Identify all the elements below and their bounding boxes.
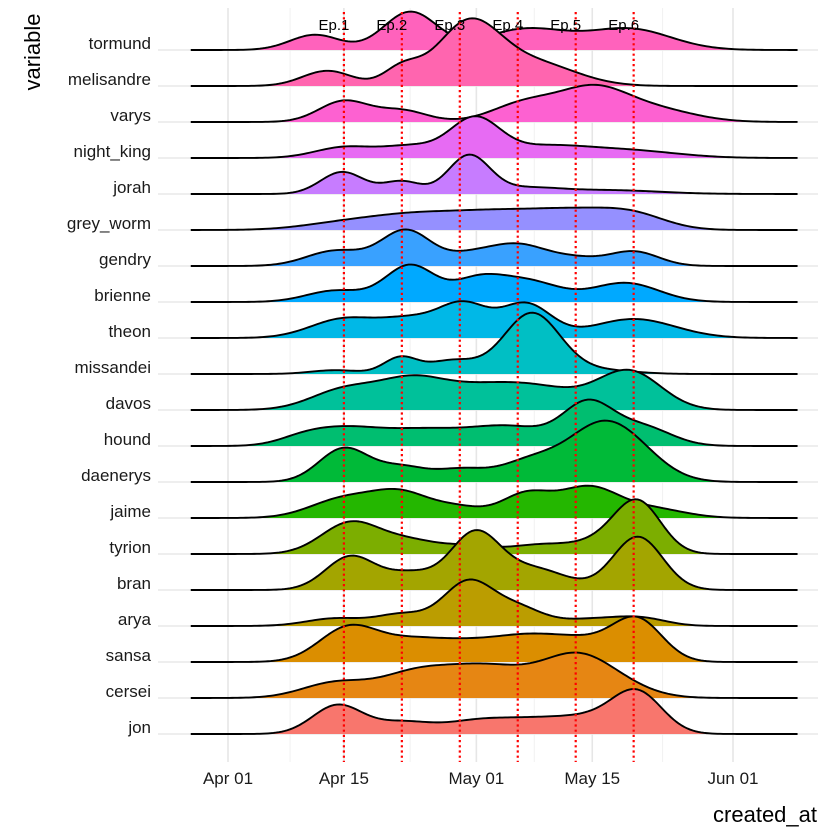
y-tick-brienne: brienne bbox=[94, 286, 151, 305]
y-tick-daenerys: daenerys bbox=[81, 466, 151, 485]
y-tick-melisandre: melisandre bbox=[68, 70, 151, 89]
x-tick-Apr-15: Apr 15 bbox=[319, 769, 369, 788]
ridge-fill-varys bbox=[190, 84, 798, 122]
y-tick-sansa: sansa bbox=[106, 646, 152, 665]
ridge-line-daenerys bbox=[190, 419, 798, 483]
ridge-fill-daenerys bbox=[190, 420, 798, 482]
ridge-fill-jorah bbox=[190, 154, 798, 194]
episode-label-Ep.2: Ep.2 bbox=[376, 17, 407, 34]
ridge-line-jaime bbox=[190, 484, 798, 519]
episode-label-Ep.1: Ep.1 bbox=[318, 17, 349, 34]
ridge-fill-jon bbox=[190, 689, 798, 734]
ridge-line-sansa bbox=[190, 615, 798, 663]
ridge-fill-arya bbox=[190, 579, 798, 626]
ridges bbox=[190, 10, 798, 735]
ridge-line-hound bbox=[190, 398, 798, 447]
y-tick-theon: theon bbox=[108, 322, 151, 341]
ridge-fill-grey_worm bbox=[190, 207, 798, 230]
ridge-line-melisandre bbox=[190, 17, 798, 87]
y-tick-grey_worm: grey_worm bbox=[67, 214, 151, 233]
ridge-line-cersei bbox=[190, 651, 798, 699]
ridge-line-theon bbox=[190, 300, 798, 339]
x-tick-May-15: May 15 bbox=[564, 769, 620, 788]
x-tick-Jun-01: Jun 01 bbox=[707, 769, 758, 788]
ridge-line-bran bbox=[190, 529, 798, 591]
y-tick-tormund: tormund bbox=[89, 34, 151, 53]
y-tick-jorah: jorah bbox=[112, 178, 151, 197]
ridge-fill-melisandre bbox=[190, 18, 798, 87]
y-axis-title: variable bbox=[20, 13, 45, 90]
ridge-fill-brienne bbox=[190, 264, 798, 302]
y-tick-cersei: cersei bbox=[106, 682, 151, 701]
y-tick-gendry: gendry bbox=[99, 250, 151, 269]
episode-label-Ep.6: Ep.6 bbox=[608, 17, 639, 34]
y-tick-jaime: jaime bbox=[109, 502, 151, 521]
y-tick-night_king: night_king bbox=[73, 142, 151, 161]
ridge-fill-theon bbox=[190, 301, 798, 338]
episode-label-Ep.3: Ep.3 bbox=[434, 17, 465, 34]
ridge-line-jon bbox=[190, 688, 798, 735]
ridge-fill-gendry bbox=[190, 229, 798, 266]
y-tick-missandei: missandei bbox=[74, 358, 151, 377]
ridge-line-missandei bbox=[190, 311, 798, 375]
y-tick-tyrion: tyrion bbox=[109, 538, 151, 557]
y-tick-jon: jon bbox=[127, 718, 151, 737]
episode-label-Ep.5: Ep.5 bbox=[550, 17, 581, 34]
ridge-fill-jaime bbox=[190, 485, 798, 518]
x-tick-Apr-01: Apr 01 bbox=[203, 769, 253, 788]
ridge-line-varys bbox=[190, 83, 798, 123]
y-tick-arya: arya bbox=[118, 610, 152, 629]
ridge-line-brienne bbox=[190, 263, 798, 303]
episode-lines: Ep.1 Ep.2 Ep.3 Ep.4 Ep.5 Ep.6 bbox=[318, 12, 639, 762]
episode-label-Ep.4: Ep.4 bbox=[492, 17, 523, 34]
y-tick-hound: hound bbox=[104, 430, 151, 449]
ridge-line-gendry bbox=[190, 228, 798, 267]
ridge-line-jorah bbox=[190, 153, 798, 195]
ridge-line-arya bbox=[190, 578, 798, 627]
x-axis-title: created_at bbox=[713, 802, 817, 827]
x-tick-labels: Apr 01 Apr 15 May 01 May 15 Jun 01 bbox=[203, 769, 759, 788]
y-tick-bran: bran bbox=[117, 574, 151, 593]
y-tick-varys: varys bbox=[110, 106, 151, 125]
ridge-line-davos bbox=[190, 368, 798, 411]
y-tick-davos: davos bbox=[106, 394, 151, 413]
x-tick-May-01: May 01 bbox=[448, 769, 504, 788]
ridge-fill-missandei bbox=[190, 312, 798, 374]
ridge-fill-hound bbox=[190, 399, 798, 446]
ridge-fill-bran bbox=[190, 530, 798, 590]
ridge-fill-davos bbox=[190, 369, 798, 410]
ridge-line-night_king bbox=[190, 115, 798, 159]
ridge-line-grey_worm bbox=[190, 206, 798, 231]
